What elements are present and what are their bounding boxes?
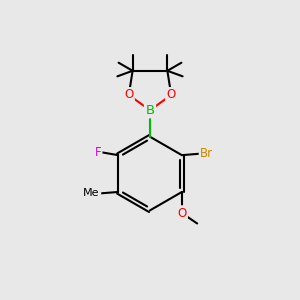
Text: Me: Me [83, 188, 100, 198]
Text: B: B [146, 104, 154, 117]
Text: O: O [167, 88, 176, 101]
Text: F: F [94, 146, 101, 159]
Text: O: O [124, 88, 134, 101]
Text: O: O [177, 207, 187, 220]
Text: Br: Br [200, 147, 213, 160]
